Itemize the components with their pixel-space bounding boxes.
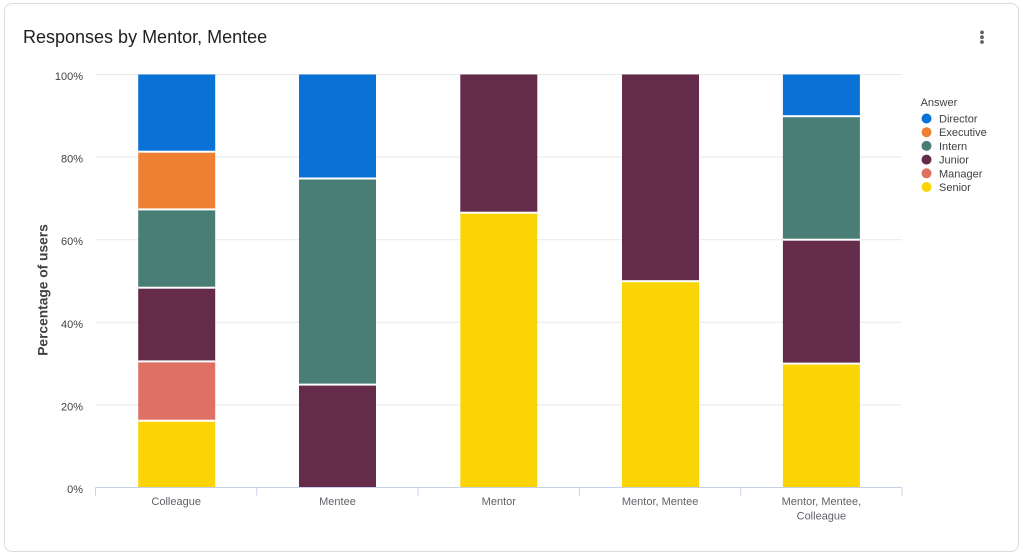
svg-text:Mentor: Mentor (482, 496, 517, 508)
svg-text:Colleague: Colleague (151, 496, 201, 508)
svg-text:Colleague: Colleague (797, 511, 847, 523)
svg-text:Manager: Manager (939, 168, 983, 180)
svg-text:Executive: Executive (939, 127, 987, 139)
svg-text:60%: 60% (61, 236, 83, 248)
svg-text:Answer: Answer (921, 97, 958, 109)
svg-text:Mentee: Mentee (319, 496, 356, 508)
svg-text:Responses by Mentor, Mentee: Responses by Mentor, Mentee (23, 27, 267, 47)
svg-text:80%: 80% (61, 154, 83, 166)
svg-text:20%: 20% (61, 401, 83, 413)
svg-text:Intern: Intern (939, 141, 967, 153)
svg-text:Mentor, Mentee: Mentor, Mentee (622, 496, 698, 508)
svg-text:Director: Director (939, 114, 978, 126)
svg-text:Senior: Senior (939, 182, 971, 194)
svg-text:Percentage of users: Percentage of users (35, 224, 51, 356)
svg-text:Junior: Junior (939, 155, 969, 167)
svg-text:0%: 0% (67, 484, 83, 496)
svg-text:Mentor, Mentee,: Mentor, Mentee, (782, 496, 862, 508)
svg-text:100%: 100% (55, 71, 83, 83)
svg-text:40%: 40% (61, 319, 83, 331)
